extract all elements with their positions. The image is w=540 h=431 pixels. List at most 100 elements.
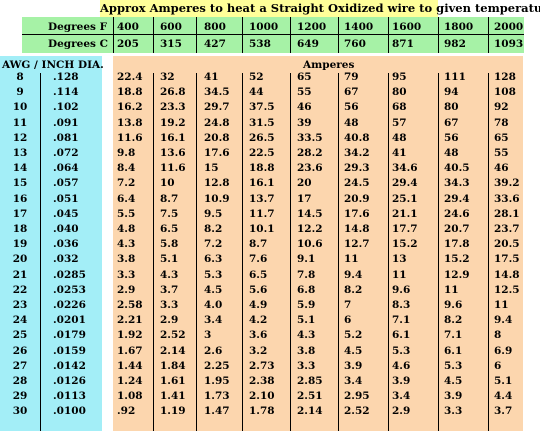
amperes-cell: 3.4 <box>392 390 411 403</box>
amperes-cell: 18.8 <box>249 162 275 175</box>
amperes-cell: 6.3 <box>204 253 223 266</box>
amperes-cell: 2.25 <box>204 359 230 372</box>
amperes-panel <box>113 56 523 431</box>
column-divider <box>338 73 339 431</box>
degrees-c-value: 205 <box>117 38 139 50</box>
amperes-cell: 5.6 <box>249 283 268 296</box>
amperes-cell: 2.38 <box>249 375 275 387</box>
amperes-cell: 13.8 <box>117 116 143 129</box>
amperes-cell: 3.3 <box>117 268 136 281</box>
degrees-f-value: 1000 <box>249 21 279 33</box>
amperes-cell: 37.5 <box>249 101 275 114</box>
amperes-cell: 46 <box>297 101 312 114</box>
amperes-cell: 6.1 <box>444 344 463 357</box>
amperes-cell: 3.3 <box>297 359 316 372</box>
amperes-cell: 17.5 <box>494 253 520 266</box>
amperes-cell: 15 <box>204 162 219 175</box>
amperes-cell: 1.47 <box>204 405 230 418</box>
header-column-divider <box>242 17 243 53</box>
amperes-cell: 28.2 <box>297 147 323 159</box>
amperes-cell: 46 <box>494 162 509 175</box>
amperes-cell: 92 <box>494 101 509 114</box>
amperes-cell: 7.2 <box>204 238 223 251</box>
amperes-cell: 9.8 <box>117 147 136 159</box>
diameter-cell: .0226 <box>53 299 86 311</box>
amperes-cell: 65 <box>494 131 509 144</box>
amperes-cell: 1.73 <box>204 390 230 403</box>
amperes-cell: 12.9 <box>444 268 470 281</box>
amperes-cell: 5.5 <box>117 207 136 220</box>
header-column-divider <box>153 17 154 53</box>
amperes-cell: 79 <box>344 71 359 83</box>
degrees-c-value: 538 <box>249 38 271 50</box>
amperes-cell: 18.8 <box>117 86 143 99</box>
awg-cell: 23 <box>12 299 28 311</box>
amperes-cell: 5.9 <box>297 299 316 311</box>
awg-cell: 22 <box>12 283 28 296</box>
amperes-cell: 11 <box>444 283 459 296</box>
diameter-cell: .128 <box>53 71 79 83</box>
amperes-cell: 5.3 <box>204 268 223 281</box>
amperes-cell: 4.2 <box>249 314 268 327</box>
amperes-cell: 94 <box>444 86 459 99</box>
degrees-f-value: 400 <box>117 21 139 33</box>
column-divider <box>153 73 154 431</box>
amperes-cell: 23.3 <box>160 101 186 114</box>
amperes-cell: 2.95 <box>344 390 370 403</box>
amperes-cell: 48 <box>392 131 407 144</box>
degrees-f-value: 1400 <box>344 21 374 33</box>
amperes-cell: 11.6 <box>117 131 143 144</box>
amperes-cell: 7 <box>344 299 352 311</box>
header-column-divider <box>113 17 114 53</box>
awg-cell: 25 <box>12 329 28 342</box>
amperes-cell: 12.7 <box>344 238 370 251</box>
amperes-cell: 44 <box>249 86 264 99</box>
amperes-cell: 3.9 <box>392 375 411 387</box>
amperes-cell: 6.5 <box>160 223 179 235</box>
amperes-cell: 9.6 <box>444 299 463 311</box>
amperes-cell: 6.1 <box>392 329 411 342</box>
awg-dia-divider <box>40 73 41 431</box>
amperes-cell: 16.1 <box>160 131 186 144</box>
amperes-cell: 12.5 <box>494 283 520 296</box>
amperes-cell: 2.52 <box>160 329 186 342</box>
awg-cell: 13 <box>12 147 28 159</box>
amperes-cell: 3.8 <box>297 344 316 357</box>
amperes-cell: 1.78 <box>249 405 275 418</box>
amperes-cell: 29.4 <box>392 177 418 190</box>
amperes-cell: 2.14 <box>160 344 186 357</box>
amperes-cell: 19.2 <box>160 116 186 129</box>
amperes-cell: 28.1 <box>494 207 520 220</box>
amperes-cell: 12.2 <box>297 223 323 235</box>
column-divider <box>438 73 439 431</box>
degrees-f-value: 600 <box>160 21 182 33</box>
amperes-cell: 3.4 <box>344 375 363 387</box>
degrees-c-value: 871 <box>392 38 414 50</box>
amperes-cell: 7.2 <box>117 177 136 190</box>
awg-cell: 28 <box>12 375 28 387</box>
amperes-cell: 4.3 <box>297 329 316 342</box>
amperes-cell: 8.7 <box>160 192 179 205</box>
amperes-cell: 55 <box>494 147 509 159</box>
amperes-cell: 5.2 <box>344 329 363 342</box>
amperes-cell: 48 <box>444 147 459 159</box>
diameter-cell: .0142 <box>53 359 86 372</box>
amperes-cell: 16.1 <box>249 177 275 190</box>
amperes-cell: 34.3 <box>444 177 470 190</box>
amperes-cell: 3.3 <box>160 299 179 311</box>
amperes-cell: 10.1 <box>249 223 275 235</box>
amperes-cell: 2.9 <box>392 405 411 418</box>
amperes-cell: 6 <box>494 359 502 372</box>
amperes-cell: 8.3 <box>392 299 411 311</box>
amperes-cell: 57 <box>392 116 407 129</box>
amperes-cell: 3.9 <box>344 359 363 372</box>
amperes-cell: 17 <box>297 192 312 205</box>
amperes-cell: 34.6 <box>392 162 418 175</box>
amperes-cell: 34.5 <box>204 86 230 99</box>
amperes-cell: 29.3 <box>344 162 370 175</box>
amperes-cell: 6.9 <box>494 344 513 357</box>
amperes-cell: 3.3 <box>444 405 463 418</box>
awg-cell: 24 <box>12 314 28 327</box>
amperes-cell: 4.5 <box>204 283 223 296</box>
degrees-c-label: Degrees C <box>48 38 108 50</box>
